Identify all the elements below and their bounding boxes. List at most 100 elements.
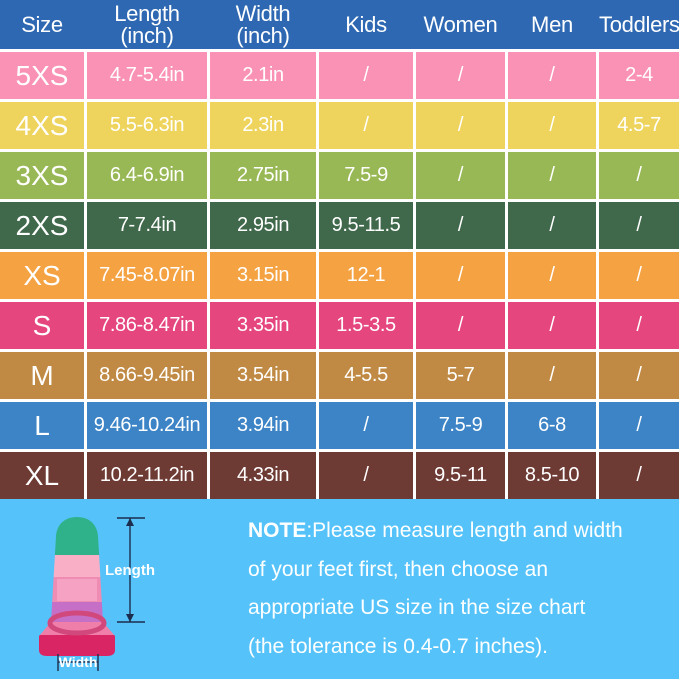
note-line-2: of your feet first, then choose an — [248, 557, 549, 581]
table-row: S 7.86-8.47in 3.35in 1.5-3.5 / / / — [0, 302, 679, 349]
column-header-label: Length — [114, 0, 180, 26]
cell-men: 8.5-10 — [508, 452, 596, 499]
column-header-toddlers: Toddlers — [599, 11, 679, 37]
cell-women: / — [416, 252, 505, 299]
cell-width: 3.54in — [210, 352, 316, 399]
cell-width: 3.35in — [210, 302, 316, 349]
column-header-length: Length (inch) — [87, 0, 207, 48]
cell-women: / — [416, 302, 505, 349]
cell-kids: 7.5-9 — [319, 152, 413, 199]
column-header-label: Kids — [345, 11, 387, 37]
cell-women: / — [416, 202, 505, 249]
column-header-label: Toddlers — [599, 11, 679, 37]
column-header-label: Size — [21, 11, 63, 37]
column-header-label: Width — [235, 0, 291, 26]
cell-size: M — [0, 352, 84, 399]
cell-men: 6-8 — [508, 402, 596, 449]
cell-toddlers: / — [599, 302, 679, 349]
cell-length: 5.5-6.3in — [87, 102, 207, 149]
table-row: 3XS 6.4-6.9in 2.75in 7.5-9 / / / — [0, 152, 679, 199]
column-header-label: Women — [423, 11, 498, 37]
table-row: 4XS 5.5-6.3in 2.3in / / / 4.5-7 — [0, 102, 679, 149]
cell-men: / — [508, 352, 596, 399]
cell-size: L — [0, 402, 84, 449]
cell-width: 2.3in — [210, 102, 316, 149]
table-row: M 8.66-9.45in 3.54in 4-5.5 5-7 / / — [0, 352, 679, 399]
foot-opening — [47, 610, 107, 636]
cell-men: / — [508, 152, 596, 199]
cell-length: 8.66-9.45in — [87, 352, 207, 399]
cell-kids: / — [319, 52, 413, 99]
cell-kids: / — [319, 452, 413, 499]
cell-width: 2.1in — [210, 52, 316, 99]
cell-men: / — [508, 202, 596, 249]
table-row: XL 10.2-11.2in 4.33in / 9.5-11 8.5-10 / — [0, 452, 679, 499]
cell-size: 5XS — [0, 52, 84, 99]
cell-men: / — [508, 102, 596, 149]
length-label: Length — [105, 562, 155, 579]
cell-width: 2.75in — [210, 152, 316, 199]
cell-women: / — [416, 152, 505, 199]
cell-width: 3.94in — [210, 402, 316, 449]
column-header-men: Men — [508, 11, 596, 37]
cell-kids: / — [319, 402, 413, 449]
width-label: Width — [59, 654, 98, 670]
cell-length: 6.4-6.9in — [87, 152, 207, 199]
column-header-label: Men — [531, 11, 573, 37]
cell-size: S — [0, 302, 84, 349]
cell-width: 3.15in — [210, 252, 316, 299]
cell-toddlers: 4.5-7 — [599, 102, 679, 149]
fin-body — [39, 517, 115, 656]
cell-size: 4XS — [0, 102, 84, 149]
cell-toddlers: / — [599, 152, 679, 199]
cell-width: 2.95in — [210, 202, 316, 249]
note-label: NOTE — [248, 519, 307, 542]
cell-toddlers: / — [599, 352, 679, 399]
table-header-row: Size Length (inch) Width (inch) Kids Wom… — [0, 0, 679, 49]
note-line-1: NOTE:Please measure length and width — [248, 519, 623, 542]
cell-men: / — [508, 252, 596, 299]
cell-size: XS — [0, 252, 84, 299]
cell-women: 9.5-11 — [416, 452, 505, 499]
cell-size: 2XS — [0, 202, 84, 249]
cell-kids: / — [319, 102, 413, 149]
cell-toddlers: / — [599, 452, 679, 499]
column-header-women: Women — [416, 11, 505, 37]
cell-toddlers: / — [599, 202, 679, 249]
cell-length: 10.2-11.2in — [87, 452, 207, 499]
cell-men: / — [508, 52, 596, 99]
cell-size: 3XS — [0, 152, 84, 199]
column-header-width: Width (inch) — [210, 0, 316, 48]
table-row: 5XS 4.7-5.4in 2.1in / / / 2-4 — [0, 52, 679, 99]
table-row: L 9.46-10.24in 3.94in / 7.5-9 6-8 / — [0, 402, 679, 449]
cell-kids: 4-5.5 — [319, 352, 413, 399]
cell-women: 7.5-9 — [416, 402, 505, 449]
footer-note-section: Length Width NOTE:Please measure length … — [0, 499, 679, 679]
cell-toddlers: 2-4 — [599, 52, 679, 99]
cell-toddlers: / — [599, 252, 679, 299]
length-measure-arrow — [117, 517, 145, 623]
table-row: 2XS 7-7.4in 2.95in 9.5-11.5 / / / — [0, 202, 679, 249]
cell-toddlers: / — [599, 402, 679, 449]
column-header-sublabel: (inch) — [120, 22, 174, 48]
cell-length: 7.45-8.07in — [87, 252, 207, 299]
cell-kids: 9.5-11.5 — [319, 202, 413, 249]
cell-width: 4.33in — [210, 452, 316, 499]
column-header-kids: Kids — [319, 11, 413, 37]
note-text: NOTE:Please measure length and width of … — [248, 512, 668, 666]
swim-fin-illustration: Length Width — [39, 517, 155, 671]
cell-women: 5-7 — [416, 352, 505, 399]
cell-length: 7-7.4in — [87, 202, 207, 249]
cell-length: 9.46-10.24in — [87, 402, 207, 449]
cell-kids: 1.5-3.5 — [319, 302, 413, 349]
cell-size: XL — [0, 452, 84, 499]
note-line-3: appropriate US size in the size chart — [248, 596, 586, 619]
cell-length: 4.7-5.4in — [87, 52, 207, 99]
cell-length: 7.86-8.47in — [87, 302, 207, 349]
cell-men: / — [508, 302, 596, 349]
width-measure-arrow — [57, 654, 99, 671]
column-header-sublabel: (inch) — [236, 22, 290, 48]
cell-women: / — [416, 102, 505, 149]
note-line-4: (the tolerance is 0.4-0.7 inches). — [248, 634, 548, 658]
